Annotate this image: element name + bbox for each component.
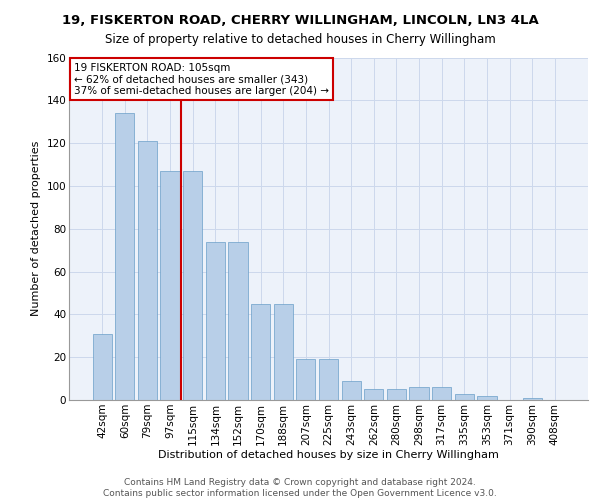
Bar (160, 171, 180, 400)
Bar (364, 390, 383, 400)
Text: Contains HM Land Registry data © Crown copyright and database right 2024.
Contai: Contains HM Land Registry data © Crown c… (103, 478, 497, 498)
Bar (92, 334, 112, 400)
Bar (206, 242, 225, 400)
Text: 19 FISKERTON ROAD: 105sqm
← 62% of detached houses are smaller (343)
37% of semi: 19 FISKERTON ROAD: 105sqm ← 62% of detac… (74, 62, 329, 96)
Bar (274, 304, 293, 400)
Text: 19, FISKERTON ROAD, CHERRY WILLINGHAM, LINCOLN, LN3 4LA: 19, FISKERTON ROAD, CHERRY WILLINGHAM, L… (62, 14, 538, 27)
Bar (138, 141, 157, 400)
Bar (387, 390, 406, 400)
Bar (115, 113, 134, 400)
X-axis label: Distribution of detached houses by size in Cherry Willingham: Distribution of detached houses by size … (158, 450, 499, 460)
Y-axis label: Number of detached properties: Number of detached properties (31, 141, 41, 316)
Bar (341, 380, 361, 400)
Text: Size of property relative to detached houses in Cherry Willingham: Size of property relative to detached ho… (104, 32, 496, 46)
Bar (455, 394, 474, 400)
Bar (183, 171, 202, 400)
Bar (523, 398, 542, 400)
Bar (229, 242, 248, 400)
Bar (319, 360, 338, 400)
Bar (409, 387, 428, 400)
Bar (432, 387, 451, 400)
Bar (251, 304, 270, 400)
Bar (296, 360, 316, 400)
Bar (477, 396, 497, 400)
